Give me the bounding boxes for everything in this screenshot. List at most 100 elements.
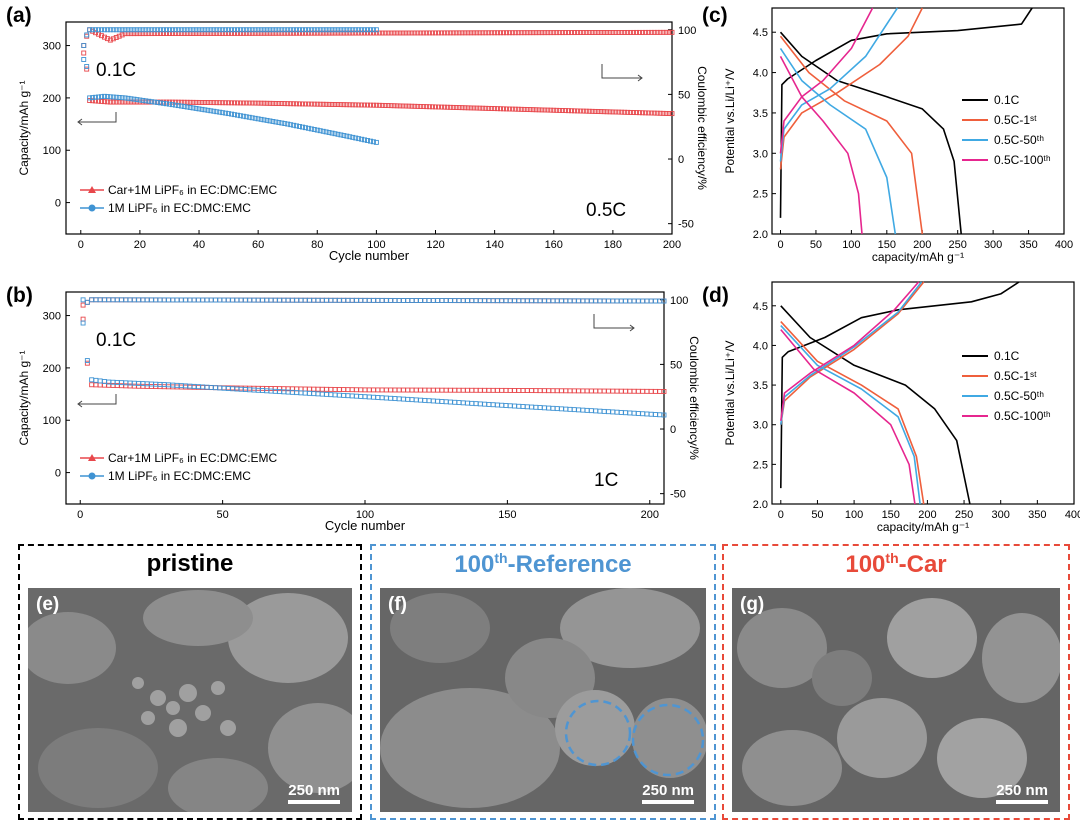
- rate-label-high: 1C: [594, 470, 618, 491]
- capacity-point: [571, 108, 577, 114]
- ce-point: [338, 27, 344, 33]
- ce-point: [571, 30, 577, 36]
- ce-point: [93, 297, 99, 303]
- sem-texture: [732, 588, 1060, 812]
- ce-point: [430, 30, 436, 36]
- capacity-point: [648, 411, 654, 417]
- capacity-point: [588, 408, 594, 414]
- sem-panel-car: 100th-Car (g) 250 nm: [722, 544, 1070, 820]
- capacity-point: [285, 121, 291, 127]
- capacity-point: [353, 102, 359, 108]
- ce-point: [563, 30, 569, 36]
- ce-point: [569, 30, 574, 36]
- ce-point: [347, 27, 353, 33]
- capacity-point: [405, 396, 411, 402]
- ce-point: [616, 30, 622, 35]
- capacity-point: [184, 99, 190, 105]
- capacity-point: [252, 100, 258, 106]
- capacity-point: [243, 114, 249, 120]
- plot-frame: [771, 7, 1065, 235]
- ce-point: [504, 30, 509, 36]
- capacity-point: [640, 411, 646, 417]
- capacity-point: [345, 387, 351, 393]
- ce-point: [486, 298, 492, 304]
- capacity-point: [196, 99, 202, 105]
- ce-point: [637, 29, 642, 35]
- capacity-point: [365, 102, 370, 108]
- y2-tick-label: 50: [670, 359, 682, 371]
- ce-point: [450, 30, 456, 36]
- capacity-point: [136, 380, 142, 386]
- ce-point: [131, 297, 137, 303]
- capacity-point: [622, 109, 628, 115]
- capacity-point: [349, 387, 355, 393]
- ce-point: [251, 297, 257, 303]
- legend-label: 0.1C: [994, 349, 1020, 363]
- capacity-point: [415, 103, 421, 109]
- x-tick-label: 0: [778, 509, 784, 521]
- scale-bar-e: 250 nm: [288, 782, 340, 804]
- ce-point: [507, 298, 513, 304]
- ce-point: [148, 297, 154, 303]
- ce-point: [537, 298, 543, 304]
- ce-point: [618, 298, 624, 304]
- capacity-point: [214, 109, 220, 115]
- capacity-point: [373, 102, 379, 108]
- ce-point: [567, 298, 573, 304]
- capacity-point: [406, 103, 412, 109]
- ce-point: [635, 298, 641, 304]
- capacity-point: [490, 387, 496, 393]
- ce-point: [574, 30, 580, 36]
- ce-point: [444, 30, 450, 36]
- capacity-point: [452, 387, 458, 393]
- capacity-point: [305, 101, 311, 107]
- ce-point: [270, 27, 276, 33]
- capacity-point: [567, 388, 573, 394]
- ce-point: [84, 299, 90, 305]
- ce-point: [213, 297, 218, 303]
- ce-point: [328, 297, 334, 303]
- ce-point: [559, 298, 564, 304]
- y2-tick-label: 0: [678, 154, 684, 166]
- capacity-point: [341, 387, 347, 393]
- capacity-point: [588, 388, 594, 394]
- ce-point: [353, 27, 359, 33]
- y2-tick-label: 100: [678, 25, 696, 37]
- ce-point: [116, 33, 122, 39]
- ce-point: [332, 297, 338, 303]
- ce-point: [483, 30, 489, 36]
- ce-point: [167, 27, 172, 33]
- capacity-point: [125, 95, 131, 101]
- ce-point: [288, 30, 294, 36]
- legend-marker: [88, 204, 96, 212]
- x-tick-label: 80: [311, 239, 323, 251]
- ce-point: [595, 30, 601, 35]
- ce-point: [551, 30, 557, 36]
- ce-point: [494, 298, 500, 304]
- capacity-point: [347, 134, 353, 140]
- capacity-point: [308, 126, 314, 132]
- ce-point: [281, 297, 287, 303]
- sem-image-reference: (f) 250 nm: [380, 588, 706, 812]
- ce-point: [305, 27, 311, 33]
- capacity-point: [601, 109, 607, 115]
- ce-point: [211, 27, 217, 33]
- y-tick-label: 2.5: [753, 459, 768, 471]
- ce-point: [125, 27, 131, 33]
- x-tick-label: 350: [1028, 509, 1046, 521]
- capacity-point: [336, 392, 342, 398]
- capacity-point: [300, 124, 305, 130]
- ce-point: [362, 297, 368, 303]
- ce-point: [400, 298, 406, 303]
- ce-point: [90, 27, 96, 33]
- capacity-point: [164, 101, 169, 107]
- left-axis-arrow: [77, 394, 117, 408]
- ce-point: [131, 297, 137, 303]
- capacity-point: [178, 383, 184, 389]
- capacity-point: [258, 100, 264, 106]
- capacity-point: [536, 107, 542, 113]
- capacity-point: [435, 387, 441, 393]
- capacity-point: [577, 108, 583, 114]
- capacity-point: [90, 98, 96, 104]
- capacity-point: [246, 114, 252, 120]
